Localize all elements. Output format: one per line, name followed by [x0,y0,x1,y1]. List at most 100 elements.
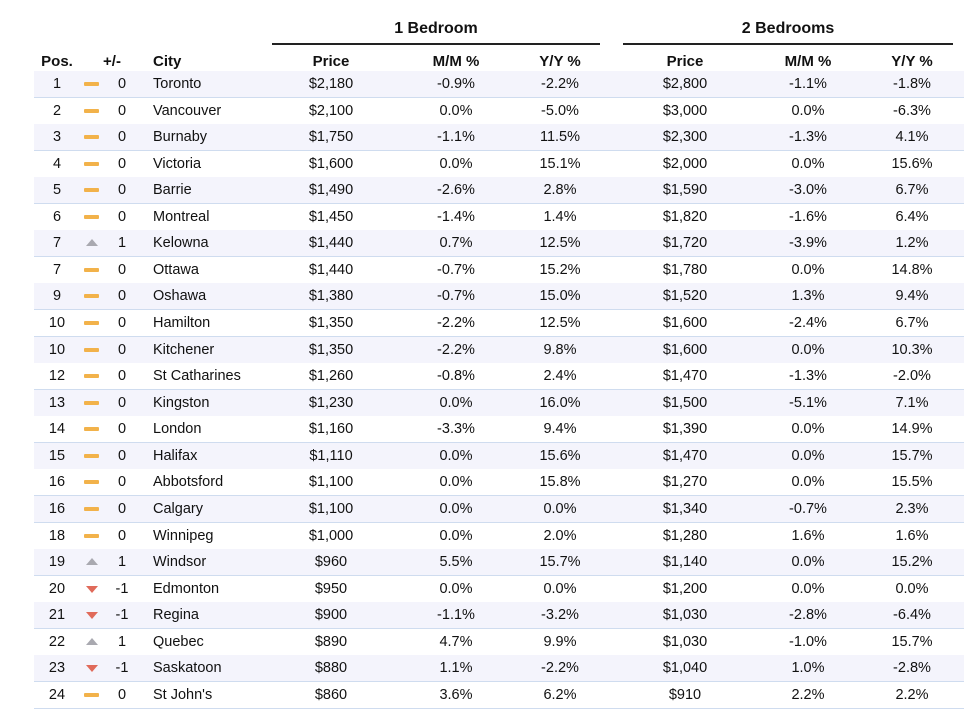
trend-icon [84,506,99,511]
table-cell: -1.0% [789,633,827,650]
table-cell: $900 [314,607,348,624]
table-cell: 0 [117,76,127,92]
table-cell: 15.0% [539,288,581,305]
column-header: Pos. [41,53,73,70]
table-cell: $1,440 [308,261,354,278]
table-cell: -6.3% [893,102,931,119]
table-cell: 9.8% [543,341,577,358]
table-cell: 13 [48,394,66,411]
table-cell: 0.0% [439,580,473,597]
table-cell: 9.4% [895,288,929,305]
table-cell: Saskatoon [153,660,222,677]
trend-icon [84,533,99,538]
table-cell: 0.0% [791,554,825,571]
table-cell: 0.0% [895,580,929,597]
table-row [34,336,964,364]
group-header: 1 Bedroom [272,20,600,45]
table-cell: 7 [52,235,62,252]
table-cell: $1,600 [662,341,708,358]
table-cell: St John's [153,686,213,703]
table-cell: $1,750 [308,129,354,146]
table-cell: 23 [48,660,66,677]
table-cell: 20 [48,580,66,597]
table-cell: -1.3% [789,129,827,146]
table-cell: Montreal [153,208,210,225]
table-cell: Quebec [153,633,204,650]
table-cell: $1,110 [309,447,353,464]
table-cell: 15 [48,447,66,464]
table-row [34,310,964,338]
table-cell: 15.7% [891,633,933,650]
table-row [34,575,964,603]
table-cell: 6 [52,208,62,225]
table-cell: 1 [52,76,62,92]
table-cell: $1,340 [662,500,708,517]
table-row [34,389,964,417]
table-cell: 0.0% [439,447,473,464]
table-row [34,442,964,470]
table-cell: 1.1% [439,660,473,677]
table-cell: 9.9% [543,633,577,650]
table-row [34,522,964,550]
table-cell: 15.2% [539,261,581,278]
table-cell: 7 [52,261,62,278]
table-cell: 0.7% [439,235,473,252]
table-cell: $3,000 [662,102,708,119]
table-cell: 1 [117,235,127,252]
table-cell: 0 [117,288,127,305]
table-cell: 6.7% [895,315,929,332]
table-cell: $1,270 [662,474,708,491]
table-row [34,71,964,98]
table-cell: 1.2% [895,235,929,252]
table-cell: $1,030 [662,633,708,650]
column-header: City [153,53,182,70]
trend-icon [84,321,99,326]
table-cell: 0 [117,421,127,438]
table-cell: Ottawa [153,261,199,278]
table-cell: Abbotsford [153,474,224,491]
table-cell: $1,100 [308,500,354,517]
table-cell: 14 [48,421,66,438]
table-cell: 0.0% [791,261,825,278]
trend-icon [86,558,98,566]
table-cell: 14.9% [891,421,933,438]
table-row [34,203,964,231]
trend-icon [84,188,99,193]
table-cell: 15.6% [539,447,581,464]
table-row [34,549,964,577]
table-row [34,628,964,656]
trend-icon [86,637,98,645]
table-cell: $1,200 [662,580,708,597]
table-cell: -5.0% [541,102,579,119]
table-cell: $1,600 [662,315,708,332]
table-cell: London [153,421,202,438]
table-row [34,177,964,205]
table-cell: -5.1% [789,394,827,411]
table-cell: Vancouver [153,102,222,119]
table-cell: 15.8% [539,474,581,491]
table-cell: 1 [117,633,127,650]
column-header: +/- [103,53,121,70]
table-cell: 0 [117,394,127,411]
table-cell: 0 [117,447,127,464]
table-cell: $880 [314,660,348,677]
trend-icon [84,161,99,166]
table-cell: Barrie [153,182,192,199]
column-header: Price [666,53,704,70]
table-row [34,469,964,497]
table-cell: 0.0% [439,474,473,491]
table-row [34,363,964,391]
table-cell: $1,780 [662,261,708,278]
table-cell: 4.1% [895,129,929,146]
table-cell: -0.8% [437,368,475,385]
trend-icon [84,427,99,432]
table-cell: 0.0% [439,155,473,172]
table-cell: 6.7% [895,182,929,199]
table-cell: $960 [314,554,348,571]
table-cell: 0 [117,500,127,517]
table-cell: -1.6% [789,208,827,225]
table-cell: 1 [117,554,127,571]
table-cell: $1,030 [662,607,708,624]
table-cell: 0 [117,129,127,146]
table-cell: 5 [52,182,62,199]
